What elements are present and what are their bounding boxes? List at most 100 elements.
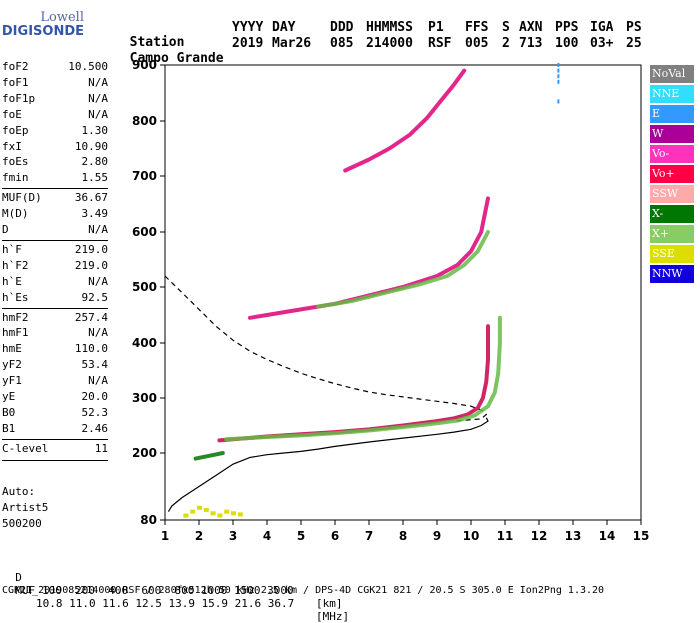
parameter-name: hmE — [2, 342, 22, 356]
parameter-separator — [2, 239, 108, 241]
parameter-name: h`F2 — [2, 258, 29, 272]
parameter-row-h-es: h`Es 92.5 — [2, 291, 108, 307]
echo-point-8-2 — [197, 505, 202, 510]
x-tick-label: 10 — [463, 529, 480, 543]
header-label-axn: AXN — [519, 20, 543, 35]
x-tick-label: 5 — [297, 529, 305, 543]
parameter-row-b1: B1 2.46 — [2, 422, 108, 438]
autoscaling-line2: Artist5 — [2, 501, 49, 514]
legend-item-vo-: Vo+ — [650, 165, 694, 183]
parameter-row-yf1: yF1 N/A — [2, 374, 108, 390]
logo-line2: DIGISONDE — [1, 24, 84, 39]
legend-item-ssw: SSW — [650, 185, 694, 203]
header-label-ffs: FFS — [465, 20, 489, 35]
footer-d-unit: [km] — [316, 597, 343, 610]
parameter-value: 52.3 — [81, 405, 109, 419]
x-tick-label: 4 — [263, 529, 271, 543]
header-label-s: S — [502, 20, 510, 35]
parameter-name: yF2 — [2, 358, 22, 372]
header-value-pps: 100 — [555, 36, 579, 51]
parameter-value: 219.0 — [74, 258, 108, 272]
x-tick-label: 1 — [161, 529, 169, 543]
parameter-value: N/A — [88, 274, 108, 288]
echo-point-8-5 — [217, 513, 223, 518]
echo-trace-6 — [343, 68, 467, 173]
parameter-value: 3.49 — [81, 207, 109, 221]
parameter-row-foep: foEp 1.30 — [2, 124, 108, 140]
parameter-row-h-f2: h`F2 219.0 — [2, 259, 108, 275]
header-label-ps: PS — [626, 20, 642, 35]
parameter-value: 11 — [94, 441, 108, 455]
profile-line-0 — [164, 275, 488, 422]
x-tick-label: 11 — [497, 529, 514, 543]
x-tick-label: 6 — [331, 529, 339, 543]
echo-point-8-8 — [237, 512, 243, 517]
header-labels: Station — [114, 20, 185, 50]
parameter-value: 219.0 — [74, 242, 108, 256]
header-label-pps: PPS — [555, 20, 579, 35]
parameter-row-h-f: h`F 219.0 — [2, 243, 108, 259]
parameter-row-hmf1: hmF1 N/A — [2, 326, 108, 342]
y-tick-label: 400 — [132, 336, 157, 350]
parameter-separator — [2, 438, 108, 440]
logo: Lowell DIGISONDE — [2, 10, 112, 42]
profile-line-1 — [167, 417, 489, 512]
legend-item-w: W — [650, 125, 694, 143]
echo-trace-3 — [224, 315, 502, 442]
y-tick-label: 700 — [132, 169, 157, 183]
y-tick-label: 200 — [132, 446, 157, 460]
parameter-row-b0: B0 52.3 — [2, 406, 108, 422]
parameter-row-fof1: foF1 N/A — [2, 76, 108, 92]
x-tick-label: 13 — [565, 529, 582, 543]
echo-point-8-6 — [224, 509, 230, 514]
parameter-name: foF2 — [2, 60, 29, 73]
parameter-name: foF1p — [2, 91, 36, 105]
parameter-name: h`Es — [2, 290, 29, 304]
header-value-ffs: 005 — [465, 36, 489, 51]
parameter-row-hme: hmE 110.0 — [2, 342, 108, 358]
parameter-row-c-level: C-level 11 — [2, 442, 108, 458]
parameter-separator — [2, 188, 108, 190]
parameter-value: 36.67 — [74, 191, 108, 205]
parameter-name: h`F — [2, 242, 22, 256]
header-values: Campo Grande — [114, 36, 224, 66]
parameter-row-foe: foE N/A — [2, 108, 108, 124]
footer-info: CGK21_2019085214000.RSF / 280fx512h 50 k… — [2, 585, 605, 596]
parameter-name: foF1 — [2, 75, 29, 89]
parameter-row-m-d-: M(D) 3.49 — [2, 207, 108, 223]
parameter-name: fxI — [2, 139, 22, 153]
autoscaling-line1: Auto: — [2, 485, 36, 498]
footer-muf-row: MUF 10.8 11.0 11.6 12.5 13.9 15.9 21.6 3… — [2, 571, 349, 623]
parameter-row-ye: yE 20.0 — [2, 390, 108, 406]
legend-item-e: E — [650, 105, 694, 123]
echo-point-8-7 — [231, 511, 236, 516]
header-label-ddd: DDD — [330, 20, 354, 35]
logo-line1: Lowell — [40, 10, 84, 25]
parameter-row-hmf2: hmF2 257.4 — [2, 311, 108, 327]
footer-d-values: 100 200 400 600 800 1000 1500 3000 — [42, 584, 294, 597]
parameter-name: foE — [2, 107, 22, 121]
legend-item-vo-: Vo- — [650, 145, 694, 163]
legend-item-x-: X- — [650, 205, 694, 223]
parameter-name: yF1 — [2, 374, 22, 388]
echo-trace-9 — [193, 451, 225, 461]
legend-item-sse: SSE — [650, 245, 694, 263]
echo-trace-5 — [316, 230, 490, 309]
parameter-name: C-level — [2, 441, 49, 455]
header-value-ddd: 085 — [330, 36, 354, 51]
header-value-p1: RSF — [428, 36, 452, 51]
x-tick-label: 7 — [365, 529, 373, 543]
parameter-name: hmF1 — [2, 326, 29, 340]
x-tick-label: 2 — [195, 529, 203, 543]
x-tick-label: 9 — [433, 529, 441, 543]
parameter-row-fof2: foF2 10.500 — [2, 60, 108, 76]
x-tick-label: 14 — [599, 529, 616, 543]
parameter-row-fmin: fmin 1.55 — [2, 171, 108, 187]
header-label-day: DAY — [272, 20, 296, 35]
header-label-station: Station — [129, 35, 185, 50]
y-tick-label: 600 — [132, 225, 157, 239]
parameter-row-fof1p: foF1p N/A — [2, 92, 108, 108]
echo-point-8-0 — [183, 513, 189, 518]
parameter-separator — [2, 307, 108, 309]
parameter-row-d: D N/A — [2, 223, 108, 239]
